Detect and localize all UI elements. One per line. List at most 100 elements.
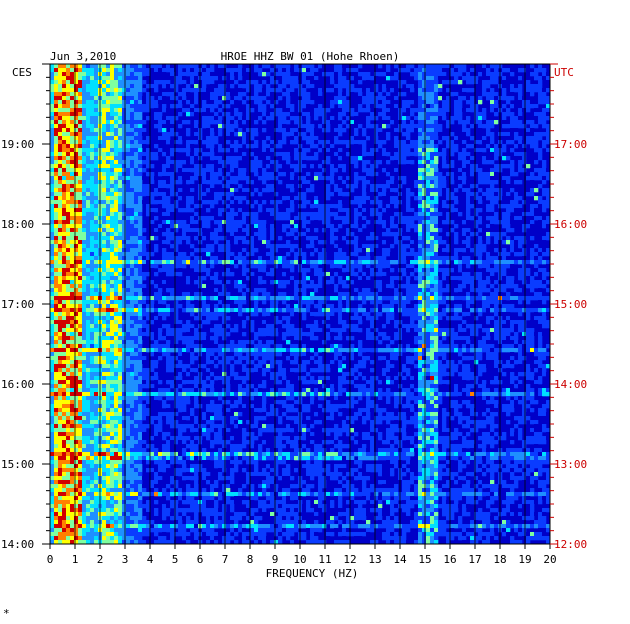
heatmap-cell [238, 64, 243, 69]
heatmap-cell [314, 136, 319, 141]
heatmap-cell [130, 168, 135, 173]
heatmap-cell [302, 136, 307, 141]
heatmap-cell [294, 252, 299, 257]
heatmap-cell [278, 124, 283, 129]
heatmap-cell [94, 192, 99, 197]
heatmap-cell [518, 236, 523, 241]
heatmap-cell [342, 192, 347, 197]
heatmap-cell [394, 104, 399, 109]
heatmap-cell [326, 248, 331, 253]
heatmap-cell [334, 272, 339, 277]
heatmap-cell [202, 120, 207, 125]
heatmap-cell [146, 196, 151, 201]
heatmap-cell [158, 256, 163, 261]
heatmap-cell [418, 72, 423, 77]
heatmap-cell [402, 132, 407, 137]
heatmap-cell [542, 252, 547, 257]
heatmap-cell [50, 168, 55, 173]
heatmap-cell [502, 132, 507, 137]
heatmap-cell [118, 148, 123, 153]
heatmap-cell [446, 156, 451, 161]
heatmap-cell [234, 180, 239, 185]
heatmap-cell [270, 188, 275, 193]
heatmap-cell [282, 128, 287, 133]
heatmap-cell [350, 156, 355, 161]
heatmap-cell [214, 180, 219, 185]
heatmap-cell [310, 100, 315, 105]
heatmap-cell [390, 112, 395, 117]
heatmap-cell [94, 168, 99, 173]
heatmap-cell [370, 184, 375, 189]
heatmap-cell [338, 220, 343, 225]
heatmap-cell [370, 156, 375, 161]
heatmap-cell [314, 196, 319, 201]
heatmap-cell [50, 196, 55, 201]
heatmap-cell [410, 208, 415, 213]
heatmap-cell [214, 228, 219, 233]
heatmap-cell [278, 236, 283, 241]
heatmap-cell [430, 132, 435, 137]
heatmap-cell [302, 204, 307, 209]
heatmap-cell [122, 256, 127, 261]
heatmap-cell [66, 112, 71, 117]
heatmap-cell [326, 216, 331, 221]
heatmap-cell [186, 148, 191, 153]
heatmap-cell [522, 168, 527, 173]
heatmap-cell [430, 176, 435, 181]
heatmap-cell [102, 172, 107, 177]
heatmap-cell [82, 228, 87, 233]
heatmap-cell [162, 176, 167, 181]
heatmap-cell [158, 68, 163, 73]
heatmap-cell [94, 144, 99, 149]
heatmap-cell [222, 96, 227, 101]
heatmap-cell [150, 220, 155, 225]
heatmap-cell [186, 128, 191, 133]
heatmap-cell [170, 180, 175, 185]
heatmap-cell [118, 132, 123, 137]
heatmap-cell [302, 244, 307, 249]
heatmap-cell [538, 112, 543, 117]
heatmap-cell [154, 72, 159, 77]
heatmap-cell [218, 108, 223, 113]
heatmap-cell [418, 164, 423, 169]
heatmap-cell [150, 140, 155, 145]
heatmap-cell [242, 260, 247, 265]
heatmap-cell [386, 264, 391, 269]
heatmap-cell [138, 276, 143, 281]
heatmap-cell [154, 104, 159, 109]
heatmap-cell [230, 76, 235, 81]
heatmap-cell [422, 124, 427, 129]
heatmap-cell [262, 120, 267, 125]
heatmap-cell [282, 260, 287, 265]
heatmap-cell [274, 184, 279, 189]
heatmap-cell [338, 72, 343, 77]
heatmap-cell [262, 228, 267, 233]
heatmap-cell [366, 172, 371, 177]
heatmap-cell [446, 188, 451, 193]
heatmap-cell [194, 160, 199, 165]
heatmap-cell [362, 224, 367, 229]
heatmap-cell [230, 272, 235, 277]
heatmap-cell [106, 116, 111, 121]
heatmap-cell [386, 228, 391, 233]
heatmap-cell [54, 148, 59, 153]
heatmap-cell [374, 108, 379, 113]
heatmap-cell [302, 164, 307, 169]
heatmap-cell [62, 160, 67, 165]
heatmap-cell [58, 248, 63, 253]
heatmap-cell [234, 192, 239, 197]
heatmap-cell [478, 112, 483, 117]
heatmap-cell [130, 204, 135, 209]
heatmap-cell [310, 68, 315, 73]
heatmap-cell [278, 112, 283, 117]
heatmap-cell [122, 200, 127, 205]
heatmap-cell [394, 180, 399, 185]
heatmap-cell [418, 176, 423, 181]
heatmap-cell [66, 68, 71, 73]
heatmap-cell [238, 132, 243, 137]
heatmap-cell [142, 256, 147, 261]
heatmap-cell [442, 96, 447, 101]
heatmap-cell [326, 156, 331, 161]
heatmap-cell [138, 272, 143, 277]
heatmap-cell [62, 180, 67, 185]
